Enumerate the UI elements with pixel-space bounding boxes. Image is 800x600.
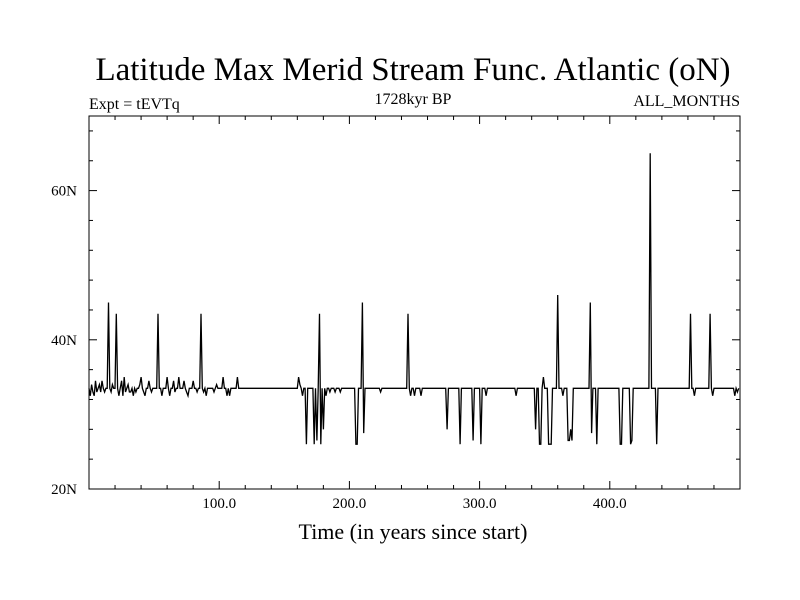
series-line xyxy=(88,153,740,445)
experiment-label: Expt = tEVTq xyxy=(89,96,180,113)
x-tick-label: 100.0 xyxy=(202,496,236,512)
x-tick-label: 300.0 xyxy=(463,496,497,512)
y-tick-label: 20N xyxy=(51,482,77,498)
x-tick-label: 200.0 xyxy=(333,496,367,512)
y-tick-label: 60N xyxy=(51,184,77,200)
period-label: 1728kyr BP xyxy=(375,91,452,108)
x-axis-title: Time (in years since start) xyxy=(299,519,528,544)
axis-tick-labels: 100.0 200.0 300.0 400.0 20N 40N 60N xyxy=(51,184,627,512)
series-group xyxy=(88,153,740,445)
chart-title: Latitude Max Merid Stream Func. Atlantic… xyxy=(95,52,730,88)
x-tick-label: 400.0 xyxy=(593,496,627,512)
y-tick-label: 40N xyxy=(51,333,77,349)
plot-frame xyxy=(88,115,741,490)
axis-ticks xyxy=(89,116,740,489)
months-label: ALL_MONTHS xyxy=(633,93,740,110)
